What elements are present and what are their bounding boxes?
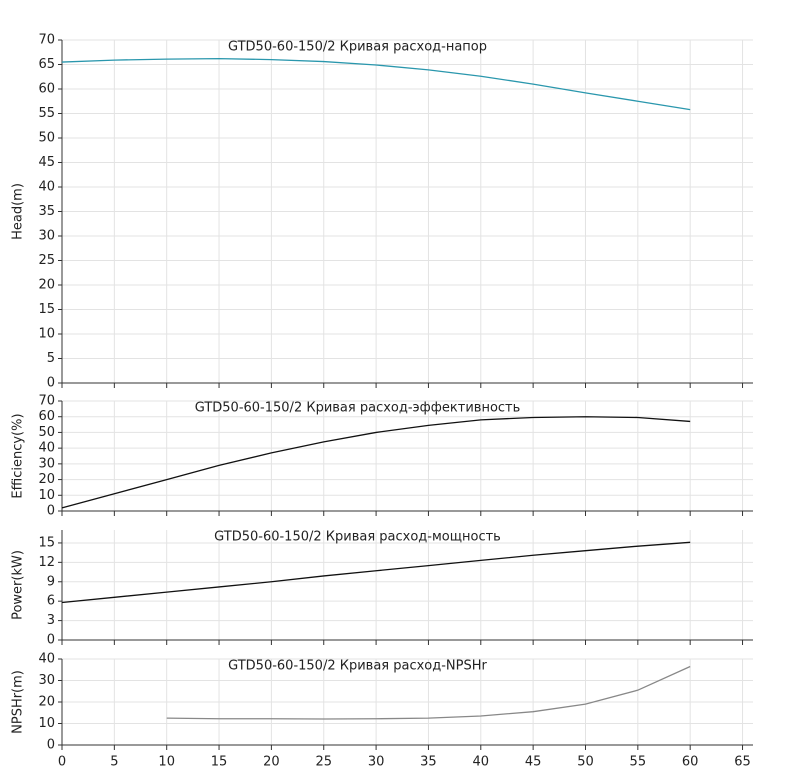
y-tick-label: 55	[38, 106, 55, 121]
y-tick-label: 0	[47, 738, 55, 753]
x-tick-label: 35	[420, 755, 437, 770]
y-tick-label: 0	[47, 504, 55, 519]
x-tick-label: 5	[110, 755, 118, 770]
y-axis-label: Power(kW)	[11, 550, 26, 620]
y-tick-label: 20	[38, 695, 55, 710]
y-tick-label: 3	[47, 613, 55, 628]
x-tick-label: 30	[368, 755, 385, 770]
x-tick-label: 0	[58, 755, 66, 770]
y-tick-label: 5	[47, 351, 55, 366]
y-tick-label: 50	[38, 131, 55, 146]
x-tick-label: 50	[577, 755, 594, 770]
line-series	[61, 57, 691, 111]
y-tick-label: 25	[38, 253, 55, 268]
y-tick-label: 60	[38, 82, 55, 97]
chart-title: GTD50-60-150/2 Кривая расход-напор	[228, 40, 487, 55]
y-tick-label: 10	[38, 488, 55, 503]
y-axis-label: Efficiency(%)	[11, 413, 26, 498]
y-axis-label: Head(m)	[11, 183, 26, 240]
y-axis-label: NPSHr(m)	[11, 670, 26, 734]
y-tick-label: 0	[47, 376, 55, 391]
y-tick-label: 6	[47, 594, 55, 609]
line-series	[61, 541, 691, 604]
y-tick-label: 35	[38, 204, 55, 219]
line-series	[61, 416, 691, 509]
y-tick-label: 40	[38, 180, 55, 195]
y-tick-label: 30	[38, 456, 55, 471]
y-tick-label: 12	[38, 555, 55, 570]
y-tick-label: 20	[38, 278, 55, 293]
y-tick-label: 10	[38, 716, 55, 731]
x-tick-label: 60	[682, 755, 699, 770]
chart-title: GTD50-60-150/2 Кривая расход-эффективнос…	[195, 401, 521, 416]
y-tick-label: 15	[38, 302, 55, 317]
x-tick-label: 10	[158, 755, 175, 770]
x-tick-label: 15	[211, 755, 228, 770]
x-tick-label: 40	[473, 755, 490, 770]
y-tick-label: 70	[38, 394, 55, 409]
y-tick-label: 0	[47, 633, 55, 648]
y-tick-label: 15	[38, 535, 55, 550]
x-tick-label: 45	[525, 755, 542, 770]
y-tick-label: 45	[38, 155, 55, 170]
y-tick-label: 50	[38, 425, 55, 440]
y-tick-label: 70	[38, 33, 55, 48]
y-tick-label: 60	[38, 409, 55, 424]
y-tick-label: 20	[38, 472, 55, 487]
y-tick-label: 10	[38, 327, 55, 342]
line-series	[166, 665, 691, 720]
x-tick-label: 25	[315, 755, 332, 770]
y-tick-label: 30	[38, 673, 55, 688]
y-tick-label: 30	[38, 229, 55, 244]
chart-title: GTD50-60-150/2 Кривая расход-мощность	[214, 530, 501, 545]
x-tick-label: 55	[630, 755, 647, 770]
chart-title: GTD50-60-150/2 Кривая расход-NPSHr	[228, 659, 487, 674]
y-tick-label: 40	[38, 652, 55, 667]
y-tick-label: 9	[47, 574, 55, 589]
y-tick-label: 65	[38, 57, 55, 72]
x-tick-label: 20	[263, 755, 280, 770]
y-tick-label: 40	[38, 441, 55, 456]
x-tick-label: 65	[734, 755, 751, 770]
